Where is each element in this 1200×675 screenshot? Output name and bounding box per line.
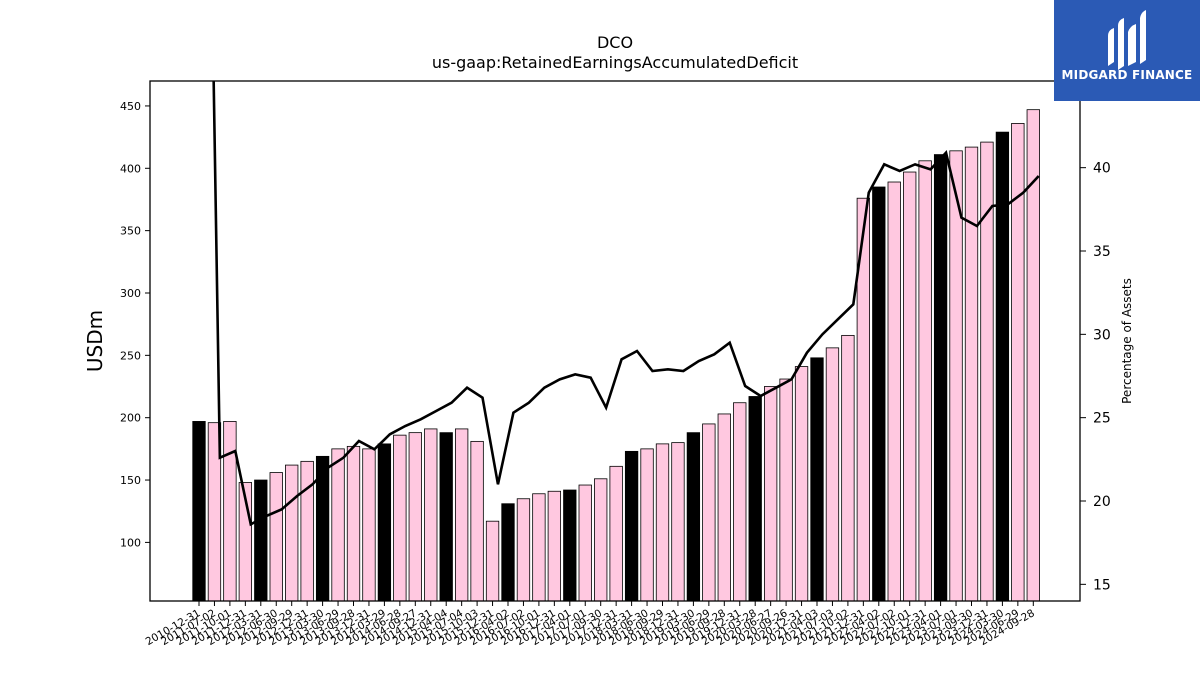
y-tick-label: 150 xyxy=(120,474,141,487)
bar-2014-12-31 xyxy=(439,432,453,602)
y2-axis-label: Percentage of Assets xyxy=(1120,278,1134,404)
bar-2020-03-28 xyxy=(764,386,778,602)
line-group xyxy=(212,81,1040,527)
bar-2016-04-02 xyxy=(516,498,531,602)
bar-2022-10-01 xyxy=(918,160,932,602)
y2-tick-label: 25 xyxy=(1093,411,1111,427)
chart-subtitle: us-gaap:RetainedEarningsAccumulatedDefic… xyxy=(432,53,798,72)
bar-2013-09-28 xyxy=(362,448,376,602)
bar-2018-03-31 xyxy=(640,448,654,602)
bar-2022-04-02 xyxy=(887,181,901,602)
bar-2019-03-30 xyxy=(702,423,716,602)
bar-2017-04-01 xyxy=(578,484,592,602)
bar-2015-12-31 xyxy=(501,503,515,602)
bar-2021-04-03 xyxy=(825,347,840,602)
bar-2012-03-31 xyxy=(269,472,283,602)
bar-2021-07-03 xyxy=(841,334,855,602)
bar-2012-09-29 xyxy=(300,460,314,602)
brand-logo: MIDGARD FINANCE xyxy=(1054,0,1200,101)
bar-2023-07-01 xyxy=(964,146,979,602)
bar-2016-12-31 xyxy=(563,489,577,602)
bar-2022-12-31 xyxy=(933,154,948,602)
y2-tick-label: 30 xyxy=(1093,327,1111,343)
plot-frame xyxy=(149,80,1081,602)
bar-2020-12-31 xyxy=(810,357,824,602)
bar-2013-12-31 xyxy=(377,443,392,602)
y-axis-right: 15 20 25 30 35 40 xyxy=(1080,161,1111,593)
y2-tick-label: 20 xyxy=(1093,494,1111,510)
bar-2019-12-31 xyxy=(748,396,762,602)
chart-title: DCO xyxy=(597,33,633,52)
percentage-of-assets-line xyxy=(212,81,1040,527)
bar-2016-07-02 xyxy=(532,493,546,602)
midgard-logo-icon xyxy=(1108,10,1146,70)
bar-2015-04-04 xyxy=(454,428,469,602)
bar-2020-09-26 xyxy=(794,366,809,602)
bar-2018-06-30 xyxy=(655,443,670,602)
y-tick-label: 300 xyxy=(120,287,141,300)
x-axis: 2010-12-312011-07-022011-10-012011-12-31… xyxy=(144,601,1037,648)
bar-2015-07-04 xyxy=(470,440,484,602)
bar-2019-09-28 xyxy=(733,402,747,602)
bar-2014-09-27 xyxy=(424,428,438,602)
y-tick-label: 200 xyxy=(120,412,141,425)
bar-2012-06-30 xyxy=(285,464,299,602)
y-tick-label: 100 xyxy=(120,536,141,549)
bar-2016-10-01 xyxy=(547,490,561,602)
bar-2010-12-31 xyxy=(192,421,206,602)
bar-2021-12-31 xyxy=(872,186,886,602)
bar-2011-07-02 xyxy=(223,421,237,602)
bar-2013-03-30 xyxy=(331,448,345,602)
y-axis-label: USDm xyxy=(83,310,107,372)
y-tick-label: 350 xyxy=(120,225,141,238)
bar-2014-03-29 xyxy=(393,434,407,602)
y-tick-label: 450 xyxy=(120,100,141,113)
bar-2017-07-01 xyxy=(594,478,608,602)
bar-2017-12-31 xyxy=(624,450,639,602)
bar-2022-07-02 xyxy=(903,171,917,602)
y-tick-label: 400 xyxy=(120,162,141,175)
y2-tick-label: 35 xyxy=(1093,244,1111,260)
bar-2011-12-31 xyxy=(254,479,268,602)
bar-2023-12-31 xyxy=(995,131,1010,602)
y2-tick-label: 40 xyxy=(1093,161,1111,177)
bar-2014-06-28 xyxy=(408,432,422,602)
bar-2019-06-29 xyxy=(717,413,731,602)
bar-group xyxy=(192,109,1040,602)
bar-2018-09-29 xyxy=(671,442,685,602)
y2-tick-label: 15 xyxy=(1093,577,1111,593)
y-axis-left: 100 150 200 250 300 350 400 450 xyxy=(120,100,150,549)
bar-2018-12-31 xyxy=(686,432,701,602)
bar-2020-06-27 xyxy=(779,378,793,602)
bar-2013-06-29 xyxy=(346,445,361,602)
y-tick-label: 250 xyxy=(120,349,141,362)
bar-2015-10-03 xyxy=(485,520,500,602)
bar-2017-09-30 xyxy=(609,465,623,602)
brand-name: MIDGARD FINANCE xyxy=(1061,68,1193,82)
